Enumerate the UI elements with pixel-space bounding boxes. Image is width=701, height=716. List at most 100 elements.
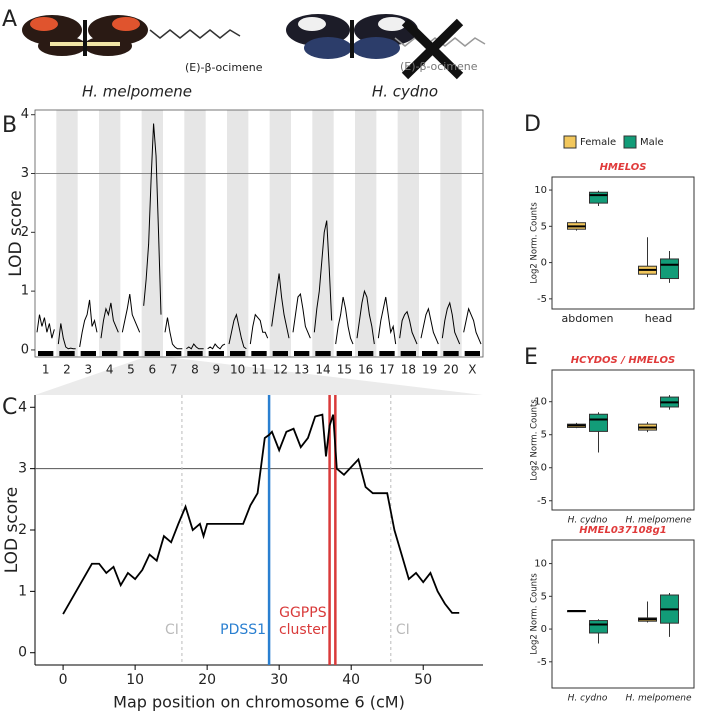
chromosome-bar	[379, 351, 395, 356]
x-tick-label: X	[468, 363, 476, 377]
lod-line	[313, 220, 333, 333]
x-tick-label: 18	[401, 363, 416, 377]
x-tick-label: 17	[379, 363, 394, 377]
ci-label: CI	[165, 622, 179, 638]
x-tick-label: 4	[106, 363, 114, 377]
frame	[551, 369, 695, 511]
y-tick-label: 4	[21, 107, 29, 122]
chromosome-bar	[144, 351, 160, 356]
chromosome-bar	[443, 351, 459, 356]
lod-line	[79, 299, 98, 348]
y-tick-label: 2	[18, 522, 27, 538]
x-tick-label: 1	[42, 363, 50, 377]
panel-label: D	[524, 112, 541, 137]
chromosome-bar	[400, 351, 416, 356]
y-tick-label: 1	[21, 284, 29, 299]
gene-label: PDSS1	[220, 622, 266, 638]
butterfly-melpomene	[22, 15, 148, 56]
lod-line	[441, 301, 461, 345]
chromosome-bar	[230, 351, 246, 356]
butterfly-cydno	[286, 14, 418, 59]
lod-line	[57, 323, 76, 350]
species-label: H. melpomene	[82, 83, 192, 101]
x-tick-label: 40	[342, 672, 360, 688]
chromosome-bar	[102, 351, 118, 356]
chromosome-bar	[464, 351, 480, 356]
legend-swatch	[623, 135, 637, 149]
x-tick-label: 9	[213, 363, 221, 377]
x-tick-label: H. melpomene	[625, 516, 692, 526]
chart-title: HMEL037108g1	[579, 525, 666, 536]
x-tick-label: 30	[270, 672, 288, 688]
chromosome-bar	[315, 351, 331, 356]
box	[589, 191, 608, 204]
lod-line	[36, 314, 55, 339]
x-axis-label: Map position on chromosome 6 (cM)	[113, 693, 405, 712]
band	[184, 110, 206, 357]
chromosome-bar	[336, 351, 352, 356]
y-tick-label: -5	[537, 657, 547, 668]
y-tick-label: 0	[21, 342, 29, 357]
x-tick-label: 12	[273, 363, 288, 377]
y-axis-label: Log2 Norm. Counts	[530, 399, 540, 481]
y-tick-label: 2	[21, 225, 29, 240]
panel-label: B	[2, 113, 17, 138]
chromosome-bar	[294, 351, 310, 356]
y-tick-label: 4	[18, 399, 27, 415]
chromosome-bar	[59, 351, 75, 356]
y-tick-label: 10	[534, 397, 547, 408]
x-tick-label: 15	[337, 363, 352, 377]
chromosome-bar	[80, 351, 96, 356]
panel-label: A	[2, 7, 17, 32]
band	[397, 110, 419, 357]
gene-label: cluster	[279, 622, 327, 638]
lod-line	[186, 343, 204, 350]
lod-line	[164, 317, 183, 350]
chart-title: HCYDOS / HMELOS	[571, 355, 675, 366]
lod-line	[356, 289, 375, 345]
y-tick-label: 3	[21, 166, 29, 181]
lod-line	[399, 310, 418, 345]
y-axis-label: Log2 Norm. Counts	[530, 202, 540, 284]
lod-line	[377, 296, 397, 345]
x-tick-label: H. melpomene	[625, 694, 692, 704]
lod-line	[100, 302, 119, 339]
gene-label: GGPPS	[279, 605, 327, 621]
band	[141, 110, 163, 357]
box	[589, 620, 608, 634]
y-axis-label: LOD score	[6, 190, 26, 276]
x-tick-label: 20	[443, 363, 458, 377]
x-tick-label: abdomen	[562, 312, 614, 325]
zoom-wedge	[35, 357, 483, 395]
frame	[551, 539, 695, 689]
lod-line	[292, 292, 311, 339]
chromosome-bar	[123, 351, 139, 356]
lod-line	[62, 413, 460, 615]
x-tick-label: 7	[170, 363, 178, 377]
y-tick-label: 0	[541, 624, 547, 635]
y-tick-label: 10	[534, 185, 547, 196]
chromosome-bar	[358, 351, 374, 356]
x-tick-label: 6	[149, 363, 157, 377]
x-tick-label: 8	[191, 363, 199, 377]
x-tick-label: 3	[85, 363, 93, 377]
panel-label: E	[524, 345, 538, 370]
x-tick-label: 2	[63, 363, 71, 377]
y-tick-label: 0	[541, 463, 547, 474]
compound-label: (E)-β-ocimene	[185, 61, 263, 74]
x-tick-label: 14	[315, 363, 330, 377]
y-tick-label: -5	[537, 294, 547, 305]
box	[589, 413, 608, 432]
chromosome-bar	[187, 351, 203, 356]
legend-swatch	[563, 135, 577, 149]
x-tick-label: H. cydno	[568, 516, 608, 526]
compound-label: (E)-β-ocimene	[400, 60, 478, 73]
chromosome-bar	[422, 351, 438, 356]
x-tick-label: 13	[294, 363, 309, 377]
y-tick-label: 5	[541, 591, 547, 602]
chromosome-bar	[272, 351, 288, 356]
legend-label: Female	[580, 137, 616, 148]
band	[99, 110, 121, 357]
lod-line	[271, 273, 290, 339]
